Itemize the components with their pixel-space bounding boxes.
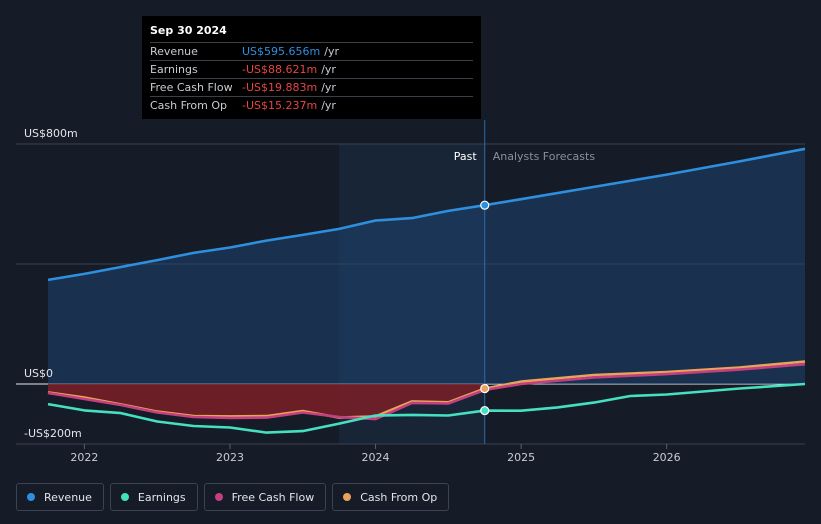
revenue-area bbox=[48, 148, 805, 384]
tooltip-label: Revenue bbox=[150, 45, 198, 58]
x-tick-label: 2026 bbox=[653, 451, 681, 464]
y-tick-label: US$0 bbox=[24, 367, 53, 380]
series-line-earnings bbox=[47, 382, 806, 434]
series-line-revenue bbox=[47, 147, 806, 282]
y-tick-label: US$800m bbox=[24, 127, 78, 140]
legend-label: Cash From Op bbox=[360, 490, 438, 504]
legend-label: Free Cash Flow bbox=[231, 490, 315, 504]
marker-revenue bbox=[480, 200, 490, 210]
tooltip-unit: /yr bbox=[324, 45, 339, 58]
legend-dot-icon bbox=[27, 493, 35, 501]
marker-earnings bbox=[480, 405, 490, 416]
x-tick-label: 2022 bbox=[70, 451, 98, 464]
tooltip-value: -US$15.237m bbox=[242, 99, 318, 112]
tooltip-value: US$595.656m bbox=[242, 45, 321, 58]
data-tooltip: Sep 30 2024 Revenue US$595.656m /yr Earn… bbox=[142, 16, 481, 119]
x-tick-label: 2024 bbox=[362, 451, 390, 464]
tooltip-value: -US$19.883m bbox=[242, 81, 318, 94]
tooltip-value: -US$88.621m bbox=[242, 63, 318, 76]
series-line-free-cash-flow bbox=[47, 362, 806, 421]
legend-item-cash-from-op[interactable]: Cash From Op bbox=[332, 483, 450, 511]
x-tick-label: 2025 bbox=[507, 451, 535, 464]
legend-item-earnings[interactable]: Earnings bbox=[109, 483, 198, 511]
legend-dot-icon bbox=[120, 493, 129, 501]
legend-label: Earnings bbox=[137, 490, 186, 504]
tooltip-row-cash-from-op: Cash From Op -US$15.237m /yr bbox=[150, 96, 473, 114]
legend-label: Revenue bbox=[44, 490, 92, 504]
marker-cash-from-op bbox=[480, 383, 490, 394]
tooltip-row-revenue: Revenue US$595.656m /yr bbox=[150, 42, 473, 60]
legend-item-free-cash-flow[interactable]: Free Cash Flow bbox=[203, 483, 327, 511]
tooltip-row-earnings: Earnings -US$88.621m /yr bbox=[150, 60, 473, 78]
loss-area bbox=[48, 384, 485, 418]
tooltip-row-free-cash-flow: Free Cash Flow -US$19.883m /yr bbox=[150, 78, 473, 96]
forecast-label: Analysts Forecasts bbox=[493, 150, 596, 163]
tooltip-label: Earnings bbox=[150, 63, 198, 76]
past-label: Past bbox=[454, 150, 478, 163]
tooltip-unit: /yr bbox=[321, 99, 336, 112]
legend-dot-icon bbox=[343, 493, 352, 501]
tooltip-date: Sep 30 2024 bbox=[150, 24, 227, 37]
x-tick-label: 2023 bbox=[216, 451, 244, 464]
chart-legend: Revenue Earnings Free Cash Flow Cash Fro… bbox=[16, 483, 450, 511]
y-tick-label: -US$200m bbox=[24, 427, 82, 440]
tooltip-label: Free Cash Flow bbox=[150, 81, 233, 94]
tooltip-unit: /yr bbox=[321, 63, 336, 76]
legend-item-revenue[interactable]: Revenue bbox=[16, 483, 104, 511]
tooltip-unit: /yr bbox=[321, 81, 336, 94]
legend-dot-icon bbox=[214, 493, 223, 501]
tooltip-label: Cash From Op bbox=[150, 99, 228, 112]
